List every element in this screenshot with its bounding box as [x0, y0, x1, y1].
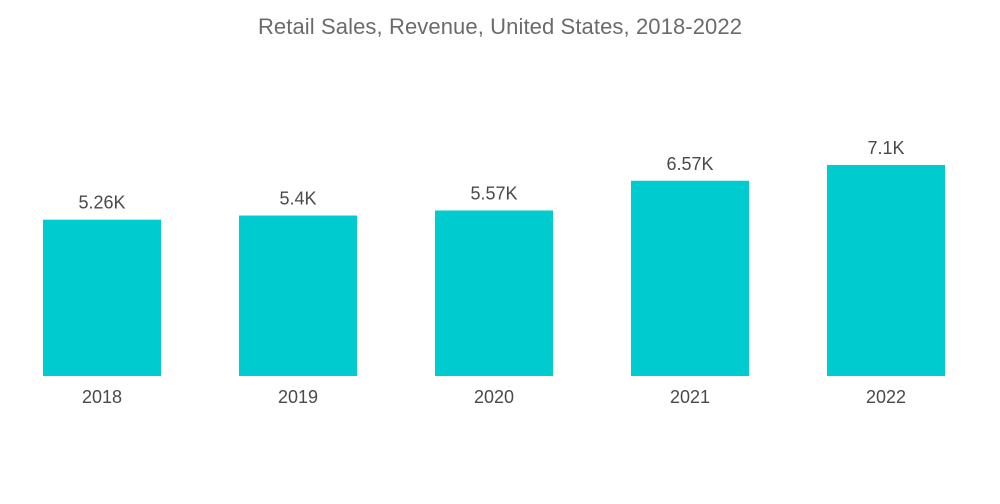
bar-2018 [43, 219, 161, 376]
x-tick-label-2019: 2019 [278, 387, 318, 407]
data-label-2019: 5.4K [279, 189, 316, 209]
data-label-2020: 5.57K [470, 183, 517, 203]
bar-2022 [827, 165, 945, 376]
bar-2021 [631, 180, 749, 376]
data-label-2022: 7.1K [867, 138, 904, 158]
x-tick-label-2018: 2018 [82, 387, 122, 407]
bar-2020 [435, 210, 553, 376]
x-tick-label-2022: 2022 [866, 387, 906, 407]
bar-2019 [239, 215, 357, 376]
x-tick-label-2021: 2021 [670, 387, 710, 407]
data-label-2021: 6.57K [666, 154, 713, 174]
x-tick-label-2020: 2020 [474, 387, 514, 407]
chart-title: Retail Sales, Revenue, United States, 20… [257, 14, 743, 39]
data-label-2018: 5.26K [78, 193, 125, 213]
